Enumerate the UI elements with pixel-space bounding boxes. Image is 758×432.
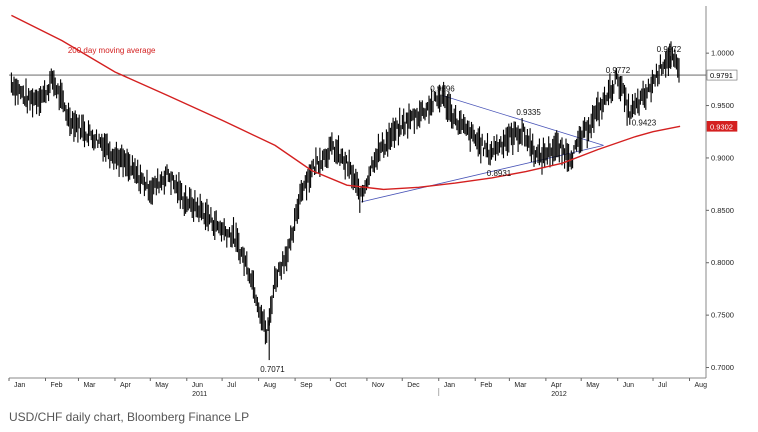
y-tick-label: 0.9500 — [711, 101, 734, 110]
price-chart: 1.0000 0.9500 0.9000 0.8500 0.8000 0.7500 0.70… — [8, 6, 738, 398]
year-label: 2012 — [551, 391, 567, 398]
year-label: 2011 — [192, 391, 207, 398]
moving-average-label: 200 day moving average — [68, 46, 156, 55]
x-tick-label: Sep — [300, 382, 313, 389]
x-tick-label: Jan — [444, 382, 455, 389]
x-tick-label: Aug — [695, 382, 708, 389]
chart-caption: USD/CHF daily chart, Bloomberg Finance L… — [9, 410, 250, 424]
x-tick-label: Jul — [658, 382, 667, 389]
x-tick-label: Jul — [227, 382, 236, 389]
x-tick-label: Feb — [480, 382, 492, 389]
y-tick-label: 0.9000 — [711, 153, 734, 162]
x-tick-label: Apr — [120, 382, 132, 389]
moving-average-line — [11, 14, 681, 191]
x-tick-label: Mar — [514, 382, 527, 389]
price-annotation: 0.9596 — [430, 84, 455, 93]
x-tick-label: Jan — [14, 382, 25, 389]
x-tick-label: Jun — [192, 382, 203, 389]
trendline — [360, 144, 604, 203]
x-tick-label: Nov — [372, 382, 385, 389]
y-tick-label: 0.7500 — [711, 311, 734, 320]
x-tick-label: Apr — [551, 382, 563, 389]
y-tick-label: 1.0000 — [711, 49, 734, 58]
price-annotation: 0.9772 — [606, 66, 631, 75]
axis-value-label: 0.9791 — [710, 71, 733, 80]
x-tick-label: May — [155, 382, 169, 389]
trendline — [442, 95, 604, 146]
x-tick-label: May — [586, 382, 600, 389]
chart-area: 1.0000 0.9500 0.9000 0.8500 0.8000 0.7500 0.70… — [8, 6, 738, 398]
x-tick-label: Jun — [623, 382, 634, 389]
x-tick-label: Feb — [50, 382, 62, 389]
price-annotation: 0.8931 — [487, 169, 512, 178]
axis-value-box — [706, 120, 738, 132]
price-annotation: 0.9423 — [632, 119, 657, 128]
price-annotation: 0.9335 — [516, 108, 541, 117]
y-tick-label: 0.7000 — [711, 363, 734, 372]
price-annotation: 0.7071 — [260, 365, 285, 374]
axis-value-label: 0.9302 — [710, 122, 733, 131]
price-bars — [10, 41, 680, 345]
price-annotation: 0.9972 — [657, 45, 682, 54]
y-tick-label: 0.8500 — [711, 206, 734, 215]
y-tick-label: 0.8000 — [711, 258, 734, 267]
x-tick-label: Oct — [335, 382, 346, 389]
x-tick-label: Mar — [83, 382, 96, 389]
x-tick-label: Aug — [264, 382, 277, 389]
axis-value-box — [706, 69, 738, 81]
x-tick-label: Dec — [407, 382, 420, 389]
